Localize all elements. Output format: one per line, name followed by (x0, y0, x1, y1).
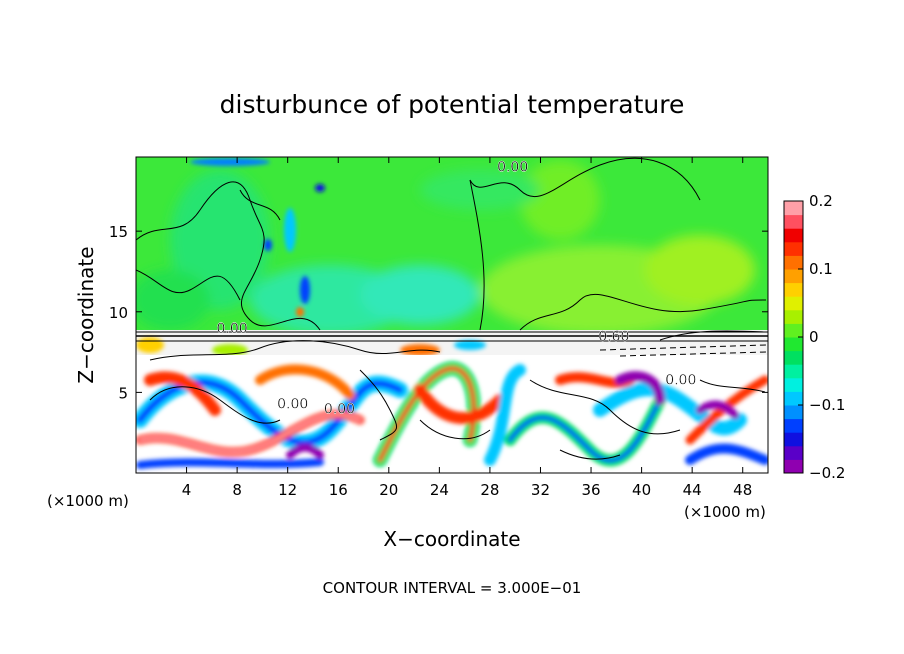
colorbar-swatch (784, 323, 803, 338)
x-tick-label: 48 (733, 481, 752, 499)
z-unit-label: (×1000 m) (47, 492, 129, 510)
colorbar-swatch (784, 296, 803, 311)
colorbar-tick-label: 0.1 (809, 260, 833, 278)
colorbar-swatch (784, 309, 803, 324)
colorbar-swatch (784, 337, 803, 352)
contour-label: 0.00 (497, 160, 528, 176)
chart-title: disturbunce of potential temperature (220, 90, 685, 119)
colorbar-tick-label: 0.2 (809, 192, 833, 210)
colorbar-swatch (784, 228, 803, 243)
contour-lines (136, 158, 768, 460)
colorbar-swatch (784, 459, 803, 474)
colorbar-swatch (784, 269, 803, 284)
colorbar-swatch (784, 282, 803, 297)
x-tick-label: 40 (632, 481, 651, 499)
y-tick-label: 10 (109, 304, 128, 322)
y-axis-label: Z−coordinate (74, 246, 98, 383)
x-tick-label: 8 (232, 481, 242, 499)
x-axis-label: X−coordinate (383, 527, 520, 551)
lower-field (136, 355, 768, 473)
contour-label: 0.00 (216, 321, 247, 337)
plot-area: 0.00 0.00 0.60 0.00 0.00 0.00 (136, 157, 768, 473)
colorbar-tick-label: −0.2 (809, 464, 845, 482)
x-tick-label: 36 (581, 481, 600, 499)
plot-frame (135, 156, 769, 474)
x-tick-label: 44 (683, 481, 702, 499)
colorbar-swatch (784, 405, 803, 420)
y-tick-label: 5 (118, 384, 128, 402)
y-tick-label: 15 (109, 223, 128, 241)
contour-label: 0.00 (324, 402, 355, 418)
upper-field (136, 157, 768, 337)
colorbar-swatch (784, 432, 803, 447)
colorbar-swatch (784, 255, 803, 270)
colorbar-swatch (784, 377, 803, 392)
colorbar-swatch (784, 201, 803, 216)
colorbar-swatch (784, 241, 803, 256)
x-axis: 4 8 12 16 20 24 28 32 36 40 44 48 (182, 157, 752, 499)
x-tick-label: 24 (430, 481, 449, 499)
x-tick-label: 20 (379, 481, 398, 499)
contour-interval-note: CONTOUR INTERVAL = 3.000E−01 (323, 579, 582, 597)
contour-label: 0.00 (277, 397, 308, 413)
colorbar-swatch (784, 445, 803, 460)
colorbar-swatch (784, 350, 803, 365)
contour-label: 0.00 (665, 372, 696, 388)
colorbar-tick-label: −0.1 (809, 396, 845, 414)
x-tick-label: 4 (182, 481, 192, 499)
y-axis: 5 10 15 (109, 223, 768, 402)
x-tick-label: 12 (278, 481, 297, 499)
contour-labels: 0.00 0.00 0.60 0.00 0.00 0.00 (216, 159, 696, 418)
colorbar-swatch (784, 418, 803, 433)
colorbar-swatch (784, 391, 803, 406)
x-tick-label: 32 (531, 481, 550, 499)
colorbar: 0.2 0.1 0 −0.1 −0.2 (783, 192, 845, 482)
colorbar-tick-label: 0 (809, 328, 819, 346)
x-tick-label: 28 (480, 481, 499, 499)
colorbar-swatch (784, 364, 803, 379)
contour-label: 0.60 (598, 329, 629, 345)
colorbar-swatch (784, 214, 803, 229)
x-tick-label: 16 (329, 481, 348, 499)
x-unit-label: (×1000 m) (684, 503, 766, 521)
